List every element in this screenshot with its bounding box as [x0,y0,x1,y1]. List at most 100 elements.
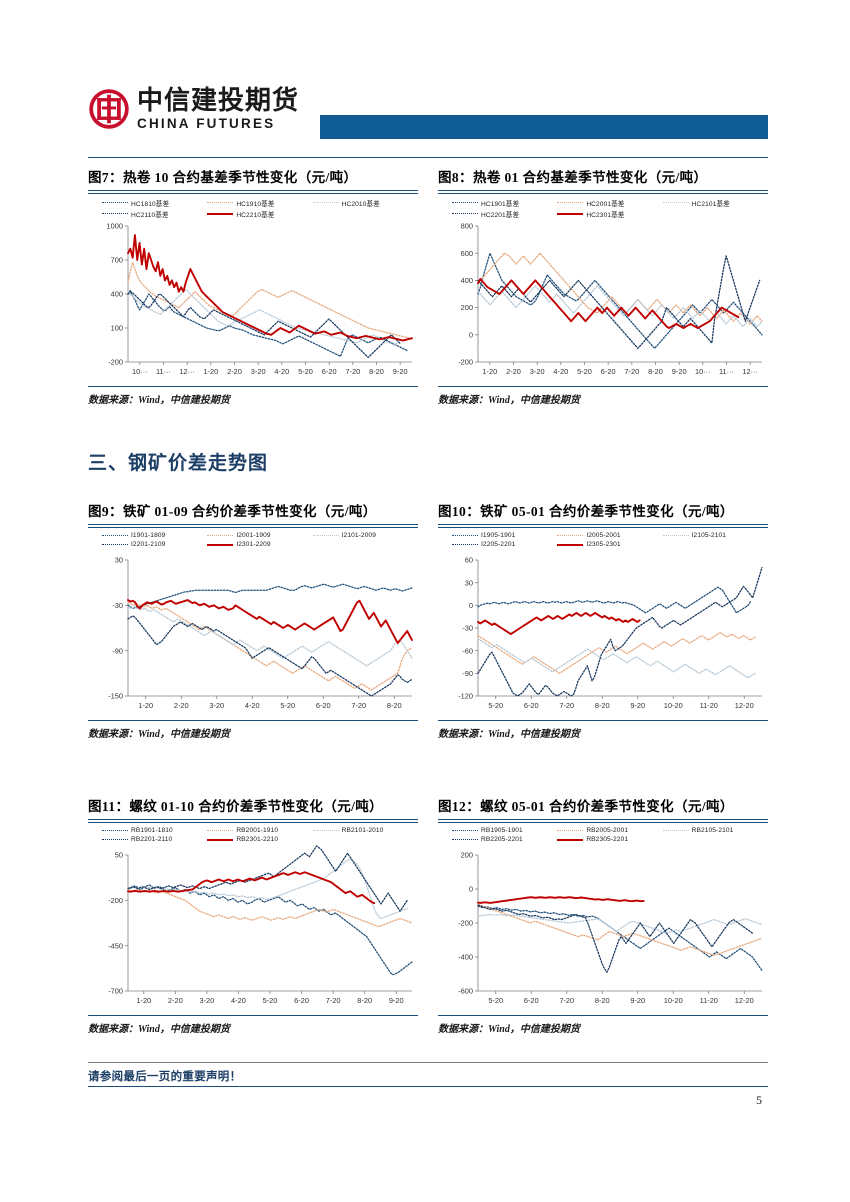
legend-item: HC2301基差 [557,209,662,219]
legend-label: RB2305-2201 [586,836,629,843]
legend-item: RB1905-1901 [452,827,557,835]
legend-swatch-dotted-line-icon [662,532,689,540]
legend-swatch-dotted-line-icon [452,210,478,218]
legend-item: RB2201-2110 [102,836,207,844]
x-axis-tick-label: 4-20 [231,996,246,1005]
legend-swatch-dotted-line-icon [102,210,128,218]
x-axis-tick-label: 8-20 [648,367,663,376]
chart-svg: 60 30 0 -30 -60 -90 -120 5-20 6-20 7-20 8-20 9-20 10… [458,555,763,710]
legend-item: HC2001基差 [557,198,662,208]
chart-plot-area: 200 0 -200 -400 -600 5-20 6-20 7-20 8-20 9-20 10-2… [438,825,768,1013]
y-axis-tick-label: 600 [461,248,473,257]
x-axis-tick-label: 3-20 [251,367,266,376]
x-axis-tick-label: 7-20 [326,996,341,1005]
chart-fig9: I1901-1809 I2001-1909 I2101-2009 I2201-2109… [88,529,418,718]
legend-swatch-dotted-line-icon [557,532,584,540]
legend-item: RB2101-2010 [312,827,418,835]
company-logo: 中信建投期货 CHINA FUTURES [88,88,299,131]
chart-svg: 800 600 400 200 0 -200 1-20 2-20 3-20 4-20 5-20 6-2… [458,221,763,376]
chart-series-line [127,583,413,609]
y-axis-tick-label: -450 [108,941,123,950]
legend-item: I1905-1901 [452,532,557,540]
x-axis-tick-label: 5-20 [263,996,278,1005]
chart-plot-area: 60 30 0 -30 -60 -90 -120 5-20 6-20 7-20 8-20 9-20 10… [438,530,768,718]
x-axis-tick-label: 1-20 [203,367,218,376]
figure-title: 图7：热卷 10 合约基差季节性变化（元/吨） [88,170,358,185]
legend-swatch-solid-line-icon [207,836,234,844]
logo-text-cn: 中信建投期货 [137,86,300,115]
legend-label: I2005-2001 [586,532,621,539]
y-axis-tick-label: 200 [461,850,473,859]
chart-fig7: HC1810基差 HC1910基差 HC2010基差 HC2110基差 HC2210基差… [88,195,418,384]
legend-label: HC2110基差 [131,211,169,219]
x-axis-tick-label: 9-20 [393,367,408,376]
figure-title: 图10：铁矿 05-01 合约价差季节性变化（元/吨） [438,504,734,519]
legend-item: I1901-1809 [102,532,207,540]
chart-series-line [477,586,752,614]
legend-label: I1905-1901 [481,532,516,539]
legend-item: HC2201基差 [452,209,557,219]
x-axis-tick-label: 4-20 [245,701,260,710]
legend-label: HC1910基差 [236,200,275,208]
chart-series-line [127,289,409,357]
figure-source: 数据来源：Wind，中信建投期货 [438,385,768,406]
legend-label: RB1901-1810 [131,827,173,834]
y-axis-tick-label: 100 [111,323,123,332]
legend-item: HC2101基差 [662,198,768,208]
figure-block-fig7: 图7：热卷 10 合约基差季节性变化（元/吨） HC1810基差 HC1910基差… [88,166,418,406]
figure-title-divider [438,524,768,528]
x-axis-tick-label: 2-20 [506,367,521,376]
legend-item: RB2205-2201 [452,836,557,844]
x-axis-tick-label: 6-20 [322,367,337,376]
x-axis-tick-label: 11··· [719,367,734,376]
y-axis-tick-label: -60 [462,646,473,655]
chart-series-line [477,631,756,674]
legend-swatch-dotted-line-icon [102,541,128,549]
x-axis-tick-label: 7-20 [559,996,574,1005]
chart-series-line [477,904,754,973]
legend-label: I1901-1809 [131,532,166,539]
x-axis-tick-label: 1-20 [482,367,497,376]
x-axis-tick-label: 3-20 [530,367,545,376]
x-axis-tick-label: 7-20 [351,701,366,710]
chart-series-line [477,566,763,697]
legend-label: HC1901基差 [481,200,520,208]
y-axis-tick-label: -200 [108,357,123,366]
section-heading: 三、钢矿价差走势图 [88,453,269,474]
x-axis-tick-label: 5-20 [488,996,503,1005]
legend-item: HC1810基差 [102,198,207,208]
legend-item: HC2210基差 [207,209,312,219]
legend-swatch-dotted-line-icon [207,827,234,835]
y-axis-tick-label: -30 [462,623,473,632]
legend-item: I2301-2209 [207,541,312,549]
y-axis-tick-label: -200 [458,918,473,927]
chart-series-line [127,288,402,346]
legend-item: I2005-2001 [557,532,662,540]
chart-fig12: RB1905-1901 RB2005-2001 RB2105-2101 RB2205-… [438,824,768,1013]
x-axis-tick-label: 3-20 [199,996,214,1005]
legend-swatch-dotted-line-icon [452,541,478,549]
chart-series-line [477,637,756,678]
figure-source: 数据来源：Wind，中信建投期货 [438,719,768,740]
chart-series-line [127,290,402,358]
legend-label: I2105-2101 [691,532,726,539]
legend-swatch-dotted-line-icon [312,827,339,835]
x-axis-tick-label: 6-20 [601,367,616,376]
legend-label: I2205-2201 [481,541,516,548]
legend-item: I2305-2301 [557,541,662,549]
legend-label: I2201-2109 [131,541,166,548]
y-axis-tick-label: 60 [465,555,473,564]
y-axis-tick-label: 400 [461,276,473,285]
chart-plot-area: 1000 700 400 100 -200 10··· 11··· 12··· 1-20 2-20… [88,196,418,384]
y-axis-tick-label: 50 [115,850,123,859]
chart-svg: 50 -200 -450 -700 1-20 2-20 3-20 4-20 5-20 6-20 7-… [108,844,413,1005]
x-axis-tick-label: 10··· [132,367,148,376]
figure-title: 图11：螺纹 01-10 合约价差季节性变化（元/吨） [88,799,384,814]
figure-source: 数据来源：Wind，中信建投期货 [438,1014,768,1035]
legend-swatch-dotted-line-icon [312,199,339,207]
legend-swatch-dotted-line-icon [662,199,689,207]
y-axis-tick-label: -600 [458,986,473,995]
chart-series-line [477,277,740,329]
legend-label: HC1810基差 [131,200,170,208]
x-axis-tick-label: 4-20 [553,367,568,376]
